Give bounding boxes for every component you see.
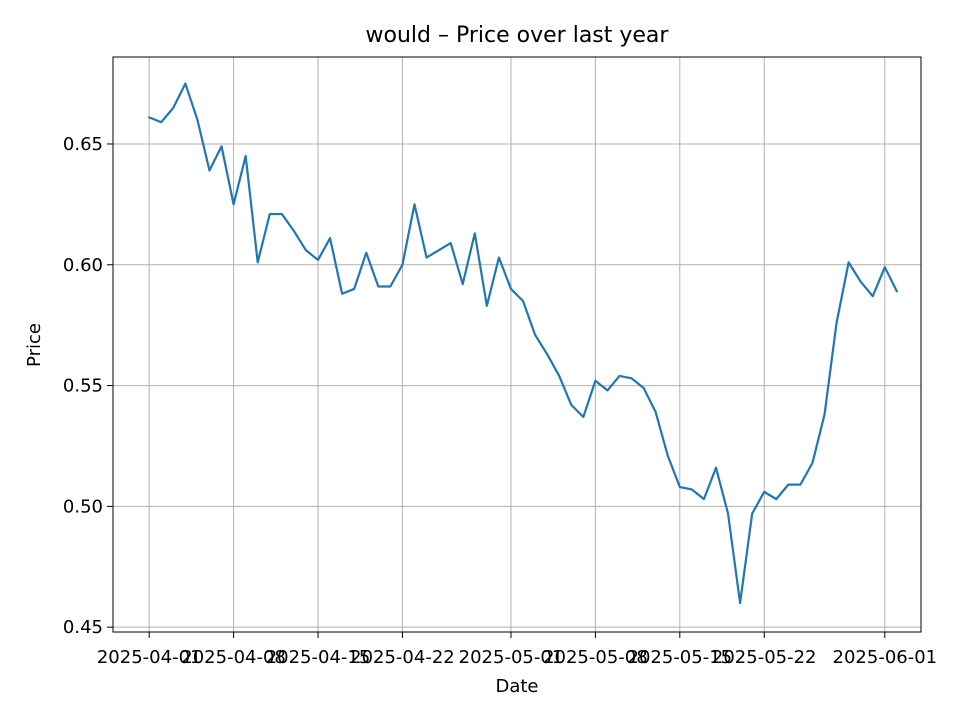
y-tick-label: 0.50: [63, 496, 103, 517]
x-tick-label: 2025-06-01: [833, 647, 938, 668]
x-axis-label: Date: [495, 676, 538, 697]
x-tick-label: 2025-05-08: [543, 647, 648, 668]
y-tick-label: 0.45: [63, 617, 103, 638]
x-tick-label: 2025-05-01: [459, 647, 564, 668]
x-tick-label: 2025-04-01: [97, 647, 202, 668]
y-axis-label: Price: [24, 323, 45, 367]
x-tick-label: 2025-04-22: [350, 647, 455, 668]
series-layer: [148, 82, 898, 605]
x-tick-label: 2025-04-08: [181, 647, 286, 668]
y-tick-label: 0.60: [63, 255, 103, 276]
x-tick-label: 2025-05-22: [712, 647, 817, 668]
plot-frame: [112, 56, 922, 633]
axis-ticks: 0.45 0.50 0.55 0.60 0.65 2025-04-012025-04-08…: [63, 134, 937, 668]
x-tick-label: 2025-05-15: [628, 647, 733, 668]
chart-title: would – Price over last year: [366, 23, 670, 48]
y-tick-label: 0.55: [63, 376, 103, 397]
price-series-line: [148, 82, 898, 605]
y-tick-label: 0.65: [63, 134, 103, 155]
x-tick-label: 2025-04-15: [266, 647, 371, 668]
grid: [113, 57, 921, 632]
